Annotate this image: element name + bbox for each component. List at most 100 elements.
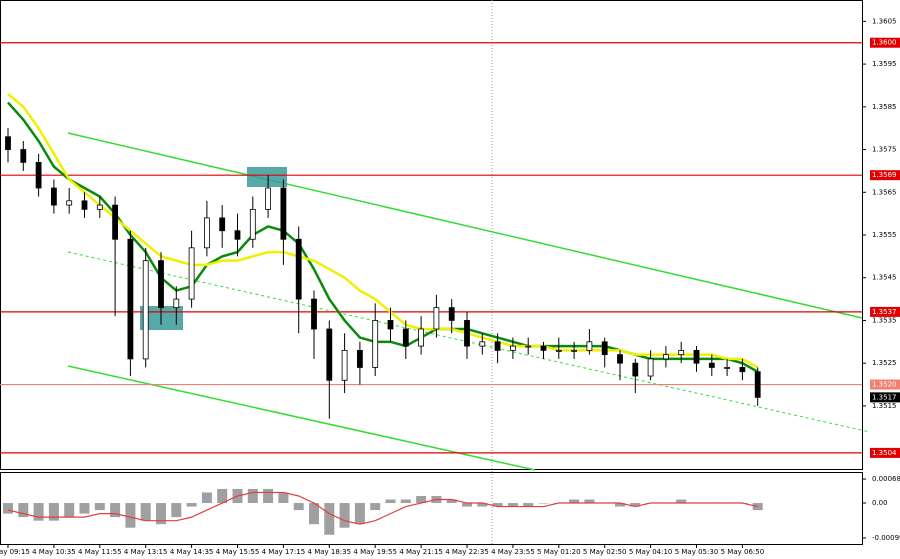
moving-average: [7, 101, 759, 373]
macd-bar: [615, 503, 625, 507]
macd-bar: [110, 503, 121, 518]
candle-body: [418, 328, 425, 347]
candle-body: [448, 307, 455, 321]
macd-bar: [339, 503, 350, 528]
macd-panel: [0, 472, 863, 545]
y-tick-label: 1.3545: [872, 274, 897, 282]
y-tick-label: 0.00068: [872, 475, 900, 483]
macd-bar: [309, 503, 319, 525]
candle-body: [66, 200, 73, 206]
y-tick-label: 1.3555: [872, 231, 897, 239]
price-level-tag: [870, 447, 900, 458]
macd-bar: [507, 503, 518, 507]
candle-body: [35, 161, 42, 189]
macd-bar: [18, 503, 29, 518]
macd-bar: [79, 503, 90, 514]
candle-body: [555, 349, 562, 352]
macd-bar: [584, 499, 595, 504]
x-tick-label: 4 May 14:35: [170, 548, 214, 556]
price-level-label: 1.3504: [872, 449, 897, 457]
y-tick-label: 1.3585: [872, 103, 897, 111]
macd-bar: [278, 492, 289, 504]
candle-body: [525, 345, 532, 348]
macd-bar: [263, 488, 274, 504]
candle-body: [203, 217, 210, 249]
candle-body: [173, 298, 180, 309]
candle-body: [311, 298, 317, 330]
candle-body: [142, 260, 149, 360]
macd-bar: [171, 503, 182, 518]
x-tick-label: 4 May 18:35: [308, 548, 352, 556]
candle-body: [249, 208, 256, 240]
macd-bar: [676, 499, 687, 504]
candle-body: [479, 341, 486, 347]
macd-bar: [201, 492, 212, 504]
y-tick-label: 1.3605: [872, 17, 897, 25]
candle-body: [402, 328, 409, 347]
macd-bar: [94, 503, 105, 511]
y-tick-label: 1.3515: [872, 402, 897, 410]
candle-body: [708, 362, 715, 368]
price-level-label: 1.3600: [872, 39, 897, 47]
x-tick-label: 5 May 06:50: [721, 548, 765, 556]
macd-bar: [156, 503, 166, 525]
macd-bar: [370, 503, 381, 511]
candle-body: [372, 320, 379, 368]
highlight-box: [247, 167, 287, 187]
price-level-tag: [870, 37, 900, 48]
candle-body: [51, 187, 57, 206]
candle-body: [127, 238, 134, 360]
trend-line: [67, 132, 863, 319]
y-tick-label: 1.3565: [872, 188, 897, 196]
macd-bar: [324, 503, 335, 535]
x-tick-label: 4 May 23:55: [491, 548, 535, 556]
candle-body: [341, 349, 348, 381]
x-tick-label: 4 May 11:55: [78, 548, 122, 556]
y-tick-label: -0.00099: [872, 534, 900, 542]
x-tick-label: 4 May 13:15: [124, 548, 168, 556]
macd-bar: [293, 503, 304, 511]
candle-body: [219, 217, 226, 232]
candle-body: [188, 247, 195, 300]
price-level-label: 1.3569: [872, 171, 897, 179]
macd-bar: [64, 503, 75, 518]
x-tick-label: 5 May 01:20: [537, 548, 581, 556]
macd-bar: [569, 499, 580, 504]
macd-bar: [492, 503, 503, 507]
macd-bar: [354, 503, 365, 525]
candle-body: [295, 238, 302, 300]
y-tick-label: 1.3575: [872, 146, 897, 154]
macd-bar: [247, 488, 258, 504]
candle-body: [754, 371, 761, 398]
macd-bar: [416, 495, 427, 504]
candle-body: [663, 354, 669, 360]
candle-body: [158, 260, 164, 309]
macd-bar: [523, 503, 534, 507]
candle-body: [509, 345, 516, 351]
candle-body: [601, 341, 608, 356]
candle-body: [464, 320, 470, 347]
macd-bar: [48, 503, 59, 521]
price-level-label: 1.3537: [872, 308, 897, 316]
candle-body: [356, 349, 363, 368]
price-level-label: 1.3520: [872, 381, 897, 389]
candle-body: [632, 362, 639, 377]
candle-body: [96, 204, 103, 210]
candle-body: [433, 307, 440, 330]
candle-body: [234, 230, 241, 240]
candle-body: [678, 349, 685, 356]
macd-bar: [477, 503, 488, 507]
last-price-label: 1.3517: [872, 393, 897, 401]
macd-bar: [3, 503, 13, 514]
candle-body: [540, 345, 547, 351]
candle-body: [326, 328, 333, 381]
candle-body: [724, 367, 730, 369]
macd-bar: [538, 503, 549, 504]
x-tick-label: 4 May 19:55: [353, 548, 397, 556]
y-tick-label: 1.3525: [872, 359, 897, 367]
macd-bar: [125, 503, 136, 528]
candle-body: [586, 341, 593, 351]
candle-body: [739, 367, 746, 373]
candle-body: [265, 187, 272, 210]
